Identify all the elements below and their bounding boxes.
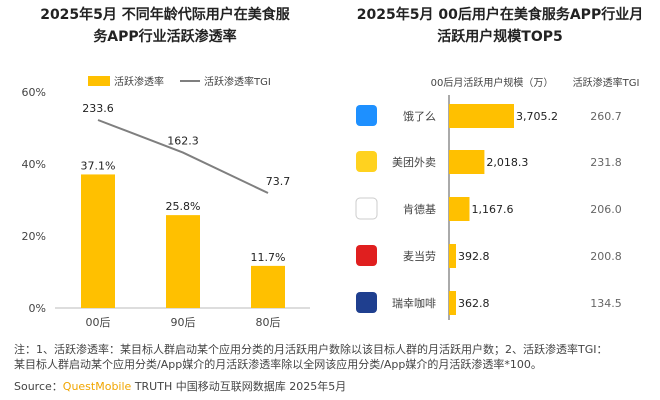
source-brand: QuestMobile <box>62 380 132 393</box>
x-tick-label: 90后 <box>171 316 196 329</box>
luckin-coffee-icon <box>356 292 377 313</box>
meituan-waimai-icon <box>356 151 377 172</box>
bar <box>449 291 456 315</box>
line-data-label: 233.6 <box>82 102 114 115</box>
category-label: 麦当劳 <box>403 249 436 263</box>
y-tick-label: 60% <box>22 86 46 99</box>
tgi-value: 231.8 <box>590 156 622 169</box>
kfc-icon <box>355 197 378 220</box>
bar-data-label: 37.1% <box>81 159 116 172</box>
bar <box>449 244 456 268</box>
bar <box>449 197 470 221</box>
source: Source：QuestMobile TRUTH 中国移动互联网数据库 2025… <box>14 378 346 394</box>
column-header: 活跃渗透率TGI <box>573 76 640 89</box>
x-tick-label: 00后 <box>86 316 111 329</box>
category-label: 瑞幸咖啡 <box>392 296 436 310</box>
category-label: 肯德基 <box>403 202 436 216</box>
legend-bar-label: 活跃渗透率 <box>114 75 164 88</box>
category-label: 饿了么 <box>403 109 436 123</box>
legend-line-label: 活跃渗透率TGI <box>204 75 271 88</box>
y-tick-label: 20% <box>22 230 46 243</box>
bar <box>166 215 200 308</box>
bar <box>449 104 514 128</box>
source-rest: TRUTH 中国移动互联网数据库 2025年5月 <box>134 380 347 393</box>
bar <box>81 174 115 308</box>
tgi-value: 200.8 <box>590 250 622 263</box>
note-line-2: 某目标人群启动某个应用分类/App媒介的月活跃渗透率除以全网该应用分类/App媒… <box>14 358 542 371</box>
tgi-line <box>97 119 269 194</box>
line-data-label: 162.3 <box>167 135 199 148</box>
right-chart-title: 2025年5月 00后用户在美食服务APP行业月活跃用户规模TOP5 <box>356 7 644 45</box>
bar-data-label: 2,018.3 <box>486 156 528 169</box>
y-tick-label: 0% <box>29 302 46 315</box>
column-header: 00后月活跃用户规模（万） <box>431 76 554 89</box>
eleme-icon <box>356 105 377 126</box>
x-tick-label: 80后 <box>256 316 281 329</box>
tgi-value: 134.5 <box>590 297 622 310</box>
bar <box>449 150 485 174</box>
tgi-value: 260.7 <box>590 110 622 123</box>
y-tick-label: 40% <box>22 158 46 171</box>
bar-data-label: 11.7% <box>251 251 286 264</box>
bar-data-label: 362.8 <box>458 297 490 310</box>
bar-data-label: 3,705.2 <box>516 110 558 123</box>
tgi-value: 206.0 <box>590 203 622 216</box>
bar-data-label: 25.8% <box>166 200 201 213</box>
left-chart-title: 2025年5月 不同年龄代际用户在美食服务APP行业活跃渗透率 <box>40 7 290 45</box>
bar-data-label: 1,167.6 <box>471 203 513 216</box>
note-line-1: 注：1、活跃渗透率：某目标人群启动某个应用分类的月活跃用户数除以该目标人群的月活… <box>14 343 608 356</box>
mcdonalds-icon <box>356 245 377 266</box>
category-label: 美团外卖 <box>392 156 436 169</box>
bar <box>251 265 285 308</box>
source-label: Source： <box>14 380 63 393</box>
line-data-label: 73.7 <box>266 175 291 188</box>
bar-data-label: 392.8 <box>458 250 490 263</box>
legend-bar-swatch <box>88 76 110 86</box>
